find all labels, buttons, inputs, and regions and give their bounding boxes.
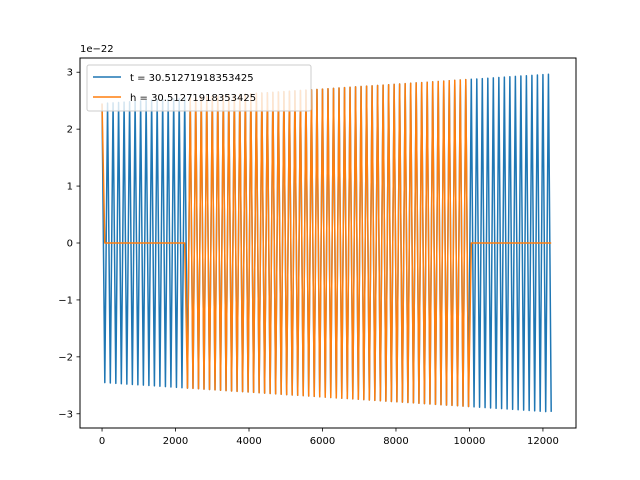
legend-box bbox=[86, 64, 312, 112]
x-tick-label: 0 bbox=[99, 436, 105, 447]
y-offset-label: 1e−22 bbox=[80, 44, 114, 55]
series-line-1 bbox=[101, 78, 552, 408]
x-tick-label: 4000 bbox=[236, 436, 261, 447]
y-tick-label: 3 bbox=[67, 68, 73, 79]
y-tick-label: 2 bbox=[67, 125, 73, 136]
x-tick-label: 10000 bbox=[454, 436, 486, 447]
y-tick-label: −3 bbox=[58, 409, 73, 420]
y-tick-label: −1 bbox=[58, 295, 73, 306]
series-layer bbox=[101, 73, 552, 413]
y-tick-label: 1 bbox=[67, 182, 73, 193]
x-tick-label: 12000 bbox=[527, 436, 559, 447]
legend-label-t: t = 30.51271918353425 bbox=[130, 73, 254, 84]
x-tick-label: 6000 bbox=[310, 436, 335, 447]
y-tick-label: −2 bbox=[58, 352, 73, 363]
legend: t = 30.51271918353425 h = 30.51271918353… bbox=[86, 64, 312, 112]
legend-label-h: h = 30.51271918353425 bbox=[130, 93, 256, 104]
x-axis: 0 2000 4000 6000 8000 10000 12000 bbox=[99, 428, 559, 447]
x-tick-label: 2000 bbox=[163, 436, 188, 447]
y-tick-label: 0 bbox=[67, 239, 73, 250]
y-axis: −3 −2 −1 0 1 2 3 bbox=[58, 68, 80, 420]
x-tick-label: 8000 bbox=[383, 436, 408, 447]
